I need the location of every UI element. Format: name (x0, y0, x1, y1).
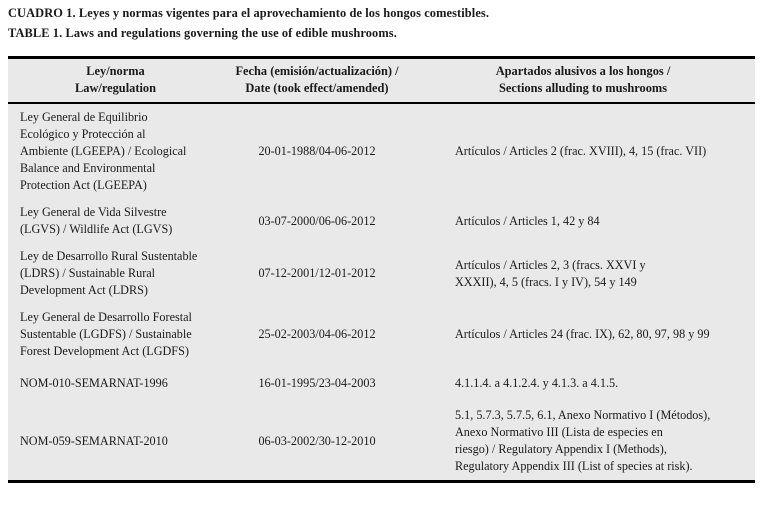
header-law-en: Law/regulation (74, 81, 156, 95)
table-header: Ley/norma Law/regulation Fecha (emisión/… (8, 57, 755, 104)
cell-date: 07-12-2001/12-01-2012 (258, 266, 376, 280)
cell-law: Ley General de Vida Silvestre (LGVS) / W… (20, 205, 173, 236)
header-law-es: Ley/norma (86, 64, 145, 78)
table-row-lgdfs: Ley General de Desarrollo Forestal Suste… (8, 304, 755, 365)
table-row-ldrs: Ley de Desarrollo Rural Sustentable (LDR… (8, 243, 755, 304)
cell-date: 06-03-2002/30-12-2010 (258, 433, 376, 448)
cell-law: NOM-010-SEMARNAT-1996 (20, 376, 168, 390)
cell-sections: Artículos / Articles 1, 42 y 84 (455, 213, 600, 228)
header-date-es: Fecha (emisión/actualización) / (235, 64, 399, 78)
source-note: Fuente: Cámara de Diputados del Honorabl… (8, 491, 755, 516)
cell-sections: Artículos / Articles 2, 3 (fracs. XXVI y… (455, 257, 646, 289)
cell-date: 25-02-2003/04-06-2012 (258, 327, 376, 341)
header-date: Fecha (emisión/actualización) / Date (to… (223, 57, 411, 104)
header-date-en: Date (took effect/amended) (245, 81, 389, 95)
table-caption: CUADRO 1. Leyes y normas vigentes para e… (8, 4, 755, 43)
caption-english: TABLE 1. Laws and regulations governing … (8, 25, 397, 40)
laws-regulations-table: Ley/norma Law/regulation Fecha (emisión/… (8, 56, 755, 483)
table-row-nom059: NOM-059-SEMARNAT-2010 06-03-2002/30-12-2… (8, 402, 755, 482)
cell-law: Ley General de Desarrollo Forestal Suste… (20, 310, 192, 358)
cell-law: NOM-059-SEMARNAT-2010 (20, 433, 168, 448)
cell-law: Ley General de Equilibrio Ecológico y Pr… (20, 110, 187, 192)
table-body: Ley General de Equilibrio Ecológico y Pr… (8, 103, 755, 482)
cell-sections: 4.1.1.4. a 4.1.2.4. y 4.1.3. a 4.1.5. (455, 376, 619, 390)
cell-date: 20-01-1988/04-06-2012 (258, 144, 376, 158)
cell-date: 03-07-2000/06-06-2012 (258, 213, 376, 228)
table-row-nom010: NOM-010-SEMARNAT-1996 16-01-1995/23-04-2… (8, 365, 755, 402)
header-law-regulation: Ley/norma Law/regulation (8, 57, 223, 104)
caption-spanish: CUADRO 1. Leyes y normas vigentes para e… (8, 6, 490, 20)
cell-date: 16-01-1995/23-04-2003 (258, 376, 376, 390)
cell-sections: Artículos / Articles 24 (frac. IX), 62, … (455, 327, 710, 341)
cell-law: Ley de Desarrollo Rural Sustentable (LDR… (20, 249, 198, 297)
header-sections-es: Apartados alusivos a los hongos / (495, 64, 671, 78)
table-row-lgvs: Ley General de Vida Silvestre (LGVS) / W… (8, 199, 755, 243)
header-row: Ley/norma Law/regulation Fecha (emisión/… (8, 57, 755, 104)
cell-sections: 5.1, 5.7.3, 5.7.5, 6.1, Anexo Normativo … (455, 408, 711, 473)
header-sections-en: Sections alluding to mushrooms (498, 81, 668, 95)
cell-sections: Artículos / Articles 2 (frac. XVIII), 4,… (455, 144, 707, 158)
header-sections: Apartados alusivos a los hongos / Sectio… (411, 57, 755, 104)
table-row-lgeepa: Ley General de Equilibrio Ecológico y Pr… (8, 103, 755, 199)
